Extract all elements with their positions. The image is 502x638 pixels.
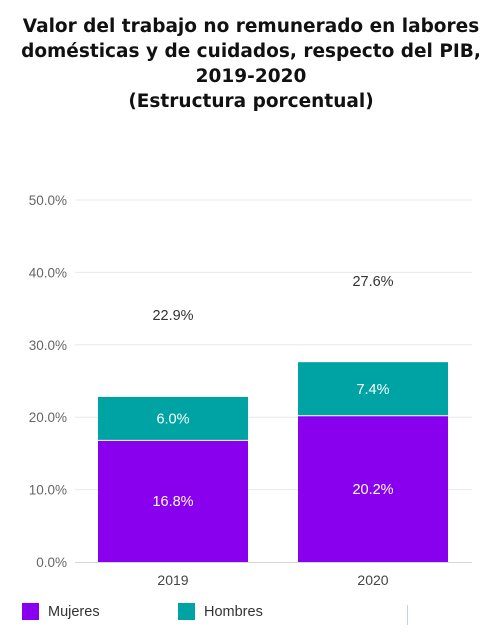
legend-swatch-hombres bbox=[178, 603, 195, 620]
total-label-2019: 22.9% bbox=[152, 308, 193, 324]
data-label-hombres-2019: 6.0% bbox=[156, 412, 189, 428]
chart-title-line-3: 2019-2020 bbox=[195, 66, 307, 87]
bar-mujeres-2020[interactable] bbox=[298, 415, 448, 562]
legend-item-hombres[interactable]: Hombres bbox=[178, 603, 263, 620]
bar-mujeres-2019[interactable] bbox=[98, 440, 248, 562]
data-labels: 16.8% 6.0% 22.9% 20.2% 7.4% 27.6% bbox=[152, 274, 393, 510]
chart-title: Valor del trabajo no remunerado en labor… bbox=[0, 14, 502, 114]
y-tick-label-40: 40.0% bbox=[29, 265, 67, 280]
y-tick-label-50: 50.0% bbox=[29, 193, 67, 208]
chart-title-line-1: Valor del trabajo no remunerado en labor… bbox=[22, 16, 480, 37]
legend-label-hombres: Hombres bbox=[204, 603, 263, 620]
legend-divider bbox=[407, 605, 408, 625]
legend-swatch-mujeres bbox=[22, 603, 39, 620]
data-label-mujeres-2020: 20.2% bbox=[352, 482, 393, 498]
x-tick-label-2019: 2019 bbox=[157, 572, 188, 588]
bar-hombres-2019[interactable] bbox=[98, 396, 248, 441]
bars bbox=[98, 362, 448, 562]
y-axis-ticks: 0.0% 10.0% 20.0% 30.0% 40.0% 50.0% bbox=[29, 193, 67, 570]
y-tick-label-10: 10.0% bbox=[29, 483, 67, 498]
data-label-mujeres-2019: 16.8% bbox=[152, 494, 193, 510]
y-tick-label-20: 20.0% bbox=[29, 410, 67, 425]
total-label-2020: 27.6% bbox=[352, 274, 393, 290]
legend-label-mujeres: Mujeres bbox=[48, 603, 100, 620]
legend-item-mujeres[interactable]: Mujeres bbox=[22, 603, 100, 620]
y-tick-label-0: 0.0% bbox=[36, 555, 67, 570]
x-tick-label-2020: 2020 bbox=[357, 572, 388, 588]
chart-title-line-2: domésticas y de cuidados, respecto del P… bbox=[21, 41, 481, 62]
data-label-hombres-2020: 7.4% bbox=[356, 382, 389, 398]
y-tick-label-30: 30.0% bbox=[29, 338, 67, 353]
x-axis-ticks: 2019 2020 bbox=[157, 572, 388, 588]
bar-hombres-2020[interactable] bbox=[298, 362, 448, 416]
chart-title-line-4: (Estructura porcentual) bbox=[128, 91, 374, 112]
stacked-bar-chart: 0.0% 10.0% 20.0% 30.0% 40.0% 50.0% 16.8% 6.0% 2… bbox=[29, 193, 472, 588]
